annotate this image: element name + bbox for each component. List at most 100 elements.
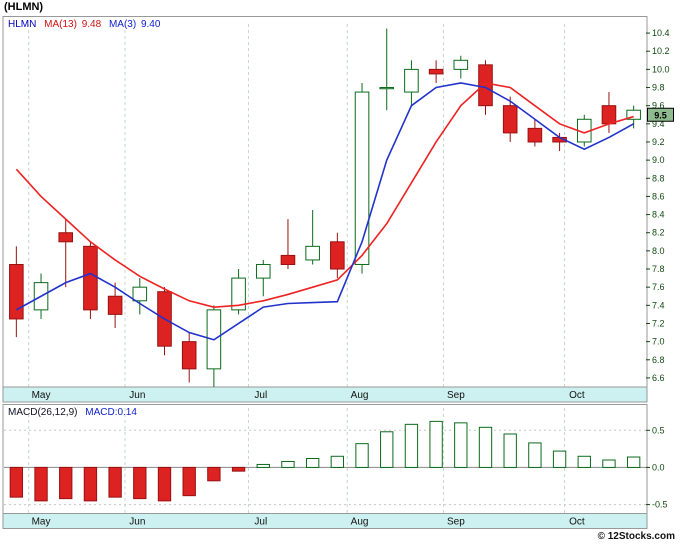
month-label: Aug xyxy=(351,517,369,528)
macd-bar-negative xyxy=(9,466,24,498)
last-price-badge xyxy=(647,107,674,122)
candle-bullish xyxy=(231,277,246,311)
macd-bar-negative xyxy=(83,466,98,502)
price-chart-svg: May Jun Jul Aug Sep Oct10.410.210.09.89.69.49… xyxy=(2,16,674,403)
price-chart-legend: HLMN MA(13) 9.48 MA(3) 9.40 xyxy=(8,19,165,30)
price-axis-label: 8.6 xyxy=(652,191,665,201)
footer-credit[interactable]: © 12Stocks.com xyxy=(597,531,675,542)
macd-bar-positive xyxy=(577,455,591,468)
candle-bearish xyxy=(107,295,123,315)
price-axis-label: 6.8 xyxy=(652,355,665,365)
ma-line-MA(3) xyxy=(15,82,635,341)
month-label: Jun xyxy=(129,390,145,401)
candle-bullish xyxy=(305,245,320,261)
ma3-value: 9.40 xyxy=(140,19,161,30)
macd-bar-negative xyxy=(207,466,221,482)
month-label: Jun xyxy=(129,517,145,528)
month-label: Aug xyxy=(351,390,369,401)
macd-bar-positive xyxy=(503,433,517,468)
ma-line-MA(13) xyxy=(15,82,634,308)
macd-bar-negative xyxy=(182,466,196,497)
price-axis-label: 10.4 xyxy=(652,28,670,38)
price-axis-label: 8.4 xyxy=(652,210,665,220)
candle-bullish xyxy=(379,87,395,90)
month-label: Sep xyxy=(447,517,465,528)
price-axis-label: 7.4 xyxy=(652,300,665,310)
macd-value: MACD:0.14 xyxy=(85,407,137,418)
candle-bearish xyxy=(428,68,444,75)
price-axis-label: 7.6 xyxy=(652,282,665,292)
candle-bullish xyxy=(354,91,370,265)
macd-axis-label: -0.5 xyxy=(652,500,668,510)
macd-bar-negative xyxy=(231,466,246,472)
ma13-label: MA(13) xyxy=(44,19,77,30)
month-axis-band xyxy=(2,386,648,403)
price-panel-border xyxy=(2,16,648,402)
macd-bar-positive xyxy=(256,463,270,468)
ma3-label: MA(3) xyxy=(108,19,137,30)
month-label: Sep xyxy=(447,390,465,401)
candle-bullish xyxy=(626,109,641,120)
candle-bearish xyxy=(9,263,24,320)
macd-bar-positive xyxy=(602,459,616,468)
candle-bullish xyxy=(404,68,419,93)
last-price-text: 9.5 xyxy=(654,110,667,120)
macd-bar-positive xyxy=(626,456,641,468)
price-axis-label: 7.8 xyxy=(652,264,665,274)
month-label: Oct xyxy=(569,390,585,401)
price-axis-label: 8.2 xyxy=(652,228,665,238)
macd-bar-positive xyxy=(528,442,542,468)
macd-bar-negative xyxy=(59,466,73,500)
ma13-value: 9.48 xyxy=(81,19,102,30)
candle-bullish xyxy=(453,59,469,70)
macd-bar-negative xyxy=(133,466,147,500)
candle-bearish xyxy=(280,254,296,265)
candle-bearish xyxy=(527,127,543,143)
macd-bar-positive xyxy=(281,460,295,468)
price-axis-label: 6.6 xyxy=(652,373,665,383)
month-axis-band xyxy=(2,513,648,529)
price-axis-label: 9.8 xyxy=(652,83,665,93)
macd-bar-negative xyxy=(108,466,122,498)
month-label: Oct xyxy=(569,517,585,528)
macd-bar-positive xyxy=(552,450,567,468)
price-axis-label: 9.0 xyxy=(652,155,665,165)
macd-legend: MACD(26,12,9) MACD:0.14 xyxy=(8,407,142,418)
month-label: Jul xyxy=(254,517,267,528)
macd-axis-label: 0.5 xyxy=(652,425,665,435)
price-axis-label: 10.0 xyxy=(652,64,670,74)
month-label: May xyxy=(32,390,51,401)
month-label: Jul xyxy=(254,390,267,401)
price-axis-label: 9.4 xyxy=(652,119,665,129)
price-axis-label: 8.8 xyxy=(652,173,665,183)
candle-bearish xyxy=(181,341,197,370)
symbol-label: HLMN xyxy=(8,19,37,30)
price-axis-label: 10.2 xyxy=(652,46,670,56)
candle-bullish xyxy=(255,263,271,279)
price-axis-label: 9.6 xyxy=(652,101,665,111)
macd-bar-negative xyxy=(34,466,48,502)
macd-chart-svg: 0.5 0.0 -0.5 May Jun Jul Aug Sep Oct xyxy=(2,404,668,529)
month-label: May xyxy=(32,517,51,528)
price-axis-label: 7.0 xyxy=(652,337,665,347)
price-axis-label: 7.2 xyxy=(652,318,665,328)
candle-bearish xyxy=(58,232,74,243)
macd-label: MACD(26,12,9) xyxy=(8,407,78,418)
page-title: (HLMN) xyxy=(4,1,44,13)
candle-bullish xyxy=(132,286,148,302)
macd-bar-positive xyxy=(429,420,443,468)
macd-panel-border xyxy=(2,404,648,529)
candle-bearish xyxy=(83,245,98,311)
macd-axis-label: 0.0 xyxy=(652,462,665,472)
candle-bearish xyxy=(330,241,345,270)
candle-bearish xyxy=(478,64,493,107)
macd-bar-positive xyxy=(355,443,369,468)
price-axis-label: 8.0 xyxy=(652,246,665,256)
macd-bar-positive xyxy=(454,422,468,468)
macd-bar-positive xyxy=(478,426,493,468)
macd-bar-positive xyxy=(305,458,320,468)
candle-bearish xyxy=(601,105,617,125)
macd-bar-positive xyxy=(404,423,419,468)
price-axis-label: 9.2 xyxy=(652,137,665,147)
